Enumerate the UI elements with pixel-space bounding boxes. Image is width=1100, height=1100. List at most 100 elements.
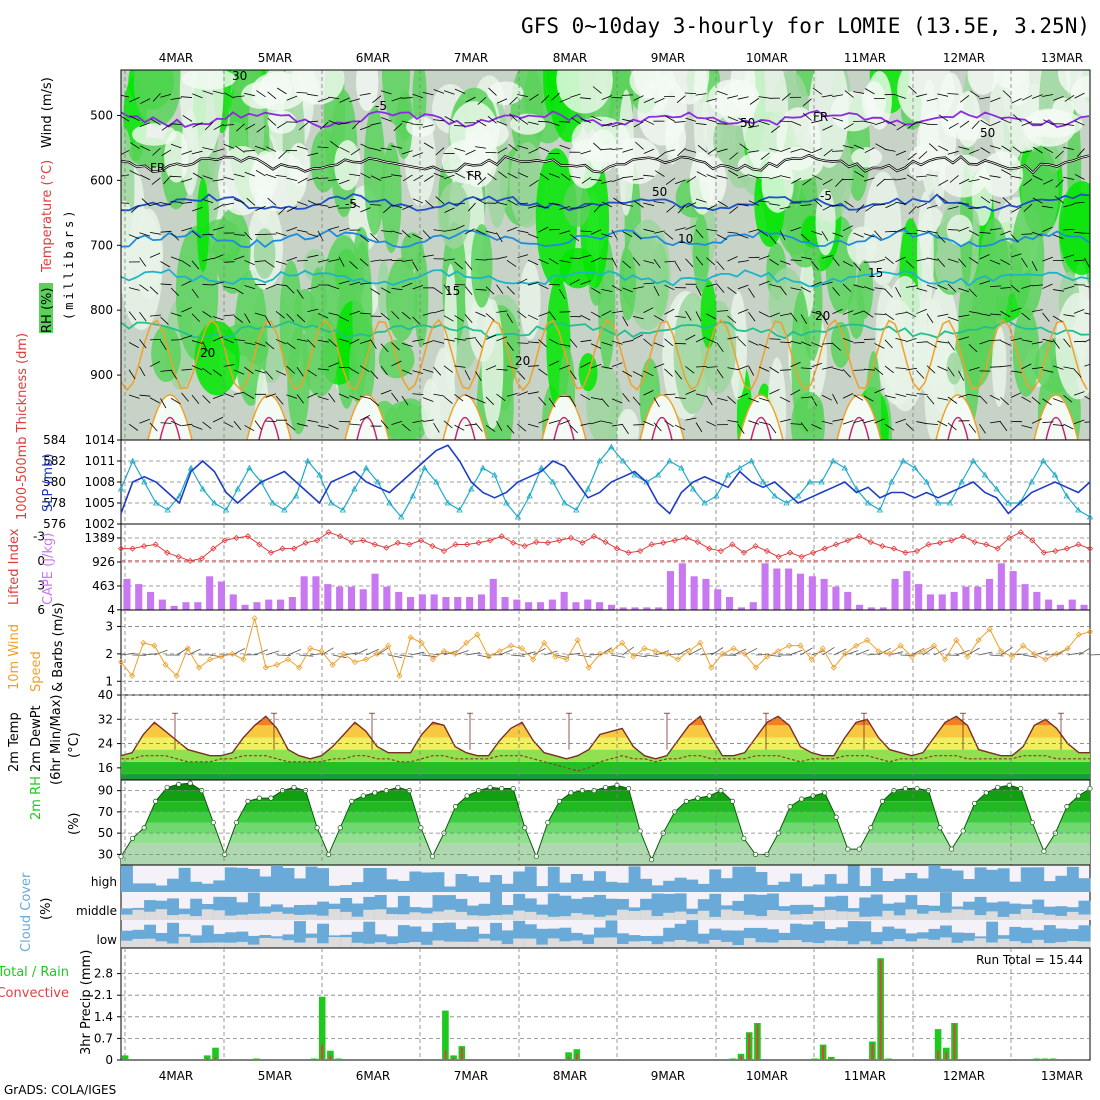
wind-barb — [352, 120, 361, 130]
cloud-gap — [294, 914, 306, 920]
wind-barb — [475, 311, 486, 317]
rh-point — [545, 819, 551, 826]
cape-bar — [867, 607, 875, 610]
rh-blob-dry — [460, 128, 498, 188]
wind-barb — [717, 200, 728, 208]
wind-barb — [527, 121, 539, 125]
cloud-cell — [640, 898, 652, 920]
wind-barb — [1022, 178, 1033, 187]
cloud-gap — [224, 942, 237, 948]
wind-barb — [590, 363, 602, 369]
wind-barb — [538, 312, 549, 317]
wind-barb — [508, 143, 518, 152]
wind-barb — [212, 394, 224, 400]
rh-point — [729, 798, 735, 804]
wind-barb — [506, 226, 518, 232]
wind10m-barb — [143, 653, 158, 656]
wind-barb — [267, 117, 277, 126]
rh-blob — [846, 226, 878, 265]
wind-barb — [947, 341, 955, 351]
wind-barb — [737, 96, 749, 100]
precip-conv-bar — [206, 1058, 209, 1060]
wind-barb — [496, 310, 508, 313]
wind-barb — [971, 120, 980, 130]
wind-barb — [926, 313, 934, 324]
cloud-cell — [524, 924, 537, 948]
wind-barb — [979, 96, 991, 100]
wind-barb — [1074, 92, 1085, 99]
wind-barb — [422, 124, 434, 128]
cape-bar — [796, 573, 804, 610]
wind-barb — [423, 142, 434, 149]
wind-barb — [853, 341, 865, 344]
cloud-gap — [986, 911, 999, 920]
slp-point — [713, 492, 720, 499]
wind-barb — [349, 395, 360, 401]
wind-barb — [706, 118, 718, 123]
wind-barb — [1010, 234, 1019, 243]
rh-point — [118, 853, 124, 860]
wind-barb — [454, 147, 466, 152]
wind-barb — [487, 115, 497, 124]
wind-barb — [590, 287, 601, 294]
slp-tick: 1002 — [84, 517, 115, 531]
slp-point — [631, 471, 638, 478]
slp-point — [304, 457, 311, 464]
precip-conv-bar — [337, 1059, 340, 1060]
cape-bar — [560, 591, 568, 610]
wind10m-barb — [922, 646, 935, 656]
wind-barb — [307, 177, 319, 181]
wind-barb — [433, 422, 440, 433]
cloud-gap — [928, 939, 941, 948]
cloud-level-label: high — [91, 875, 117, 889]
wind10m-point — [663, 650, 670, 657]
wind-barb — [695, 229, 704, 239]
wind-barb — [181, 335, 193, 340]
cloud-cell — [1066, 929, 1079, 948]
wind-barb — [580, 394, 591, 401]
wind-barb — [160, 369, 172, 372]
wind-barb — [979, 313, 991, 317]
precip-conv-bar — [879, 959, 882, 1060]
cloud-gap — [259, 913, 272, 920]
cloud-cell — [363, 896, 376, 920]
wind-barb — [1032, 94, 1043, 99]
wind-barb — [769, 338, 781, 340]
rh-point — [395, 784, 401, 790]
cloud-cell — [732, 866, 745, 892]
wind-barb — [170, 420, 182, 427]
wind-barb — [496, 284, 504, 294]
wind10m-point — [240, 656, 247, 663]
wind-barb — [643, 260, 655, 264]
wind10m-point — [296, 664, 303, 671]
wind-barb — [590, 311, 601, 318]
wind-barb — [454, 393, 464, 402]
cloud-cell — [605, 898, 618, 920]
wind-barb — [665, 115, 676, 122]
wind-barb — [1000, 259, 1011, 266]
wind-barb — [979, 254, 990, 260]
wind-barb — [1000, 397, 1009, 406]
cape-bar — [879, 607, 887, 610]
wind-barb — [161, 149, 172, 156]
lifted-point — [844, 537, 851, 544]
wind-barb — [653, 201, 665, 204]
wind-barb — [286, 342, 296, 350]
wind-barb — [370, 233, 379, 242]
wind-barb — [1031, 231, 1043, 237]
wind10m-barb — [399, 654, 414, 658]
wind-barb — [885, 119, 896, 127]
wind-barb — [769, 148, 781, 152]
wind-barb — [1073, 391, 1085, 396]
wind-barb — [989, 285, 1002, 288]
cloud-gap — [767, 942, 779, 948]
run-total: Run Total = 15.44 — [976, 953, 1083, 967]
cloud-cell — [732, 930, 745, 948]
tick-label: 2.1 — [94, 988, 113, 1002]
rh-point — [522, 825, 528, 831]
wind10m-point — [986, 626, 993, 633]
wind-barb — [779, 206, 791, 210]
wind-barb — [937, 365, 948, 372]
wind-barb — [695, 285, 702, 296]
slp-point — [1063, 492, 1070, 499]
